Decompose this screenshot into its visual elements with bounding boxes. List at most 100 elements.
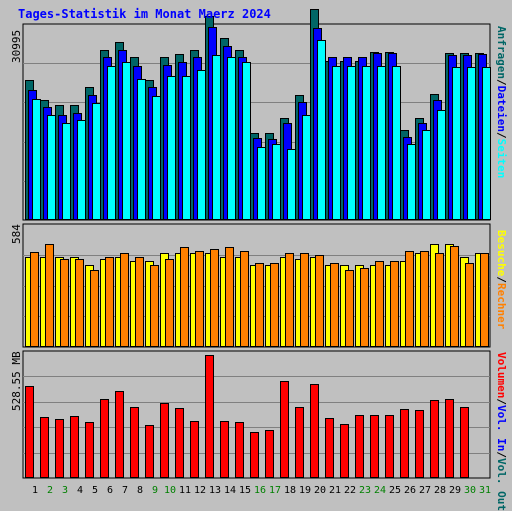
x-tick-label: 18 (284, 485, 296, 496)
top-bar-seiten-day-14 (227, 57, 236, 220)
legend-vol-out: Vol. Out (495, 457, 508, 511)
middle-bar-rechner-day-18 (285, 253, 294, 347)
middle-bar-rechner-day-23 (360, 268, 369, 347)
middle-bar-rechner-day-15 (240, 251, 249, 347)
x-tick-label: 4 (77, 485, 83, 496)
bottom-bar-volumen-day-14 (220, 421, 229, 478)
x-tick-label: 30 (464, 485, 476, 496)
top-bar-seiten-day-11 (182, 76, 191, 220)
legend-separator: / (495, 451, 508, 458)
top-bar-seiten-day-28 (437, 110, 446, 220)
middle-bar-rechner-day-14 (225, 247, 234, 347)
middle-bar-rechner-day-1 (30, 252, 39, 347)
top-bar-seiten-day-3 (62, 123, 71, 220)
middle-bar-rechner-day-31 (480, 253, 489, 347)
middle-bar-rechner-day-6 (105, 257, 114, 347)
top-bar-seiten-day-18 (287, 149, 296, 220)
x-tick-label: 17 (269, 485, 281, 496)
bottom-bar-volumen-day-11 (175, 408, 184, 478)
bottom-bar-volumen-day-6 (100, 399, 109, 478)
middle-bar-rechner-day-13 (210, 249, 219, 347)
x-tick-label: 11 (179, 485, 191, 496)
top-bar-seiten-day-15 (242, 62, 251, 220)
top-bar-seiten-day-6 (107, 66, 116, 220)
x-tick-label: 24 (374, 485, 386, 496)
top-bar-seiten-day-5 (92, 103, 101, 220)
x-tick-label: 7 (122, 485, 128, 496)
bottom-bar-volumen-day-16 (250, 432, 259, 478)
top-bar-seiten-day-1 (32, 99, 41, 220)
bottom-bar-volumen-day-27 (415, 410, 424, 478)
bottom-bar-volumen-day-2 (40, 417, 49, 478)
x-tick-label: 20 (314, 485, 326, 496)
bottom-bar-volumen-day-24 (370, 415, 379, 478)
bottom-bar-volumen-day-28 (430, 400, 439, 478)
bottom-bar-volumen-day-29 (445, 399, 454, 478)
bottom-bar-volumen-day-20 (310, 384, 319, 478)
bottom-legend: Volumen/Vol. In/Vol. Out (495, 352, 508, 511)
x-tick-label: 14 (224, 485, 236, 496)
middle-bar-rechner-day-12 (195, 251, 204, 347)
x-tick-label: 21 (329, 485, 341, 496)
legend-separator: / (495, 276, 508, 283)
top-bar-seiten-day-12 (197, 70, 206, 220)
legend-besuche: Besuche (495, 230, 508, 277)
bottom-bar-volumen-day-10 (160, 403, 169, 478)
middle-bar-rechner-day-27 (420, 251, 429, 347)
x-tick-label: 16 (254, 485, 266, 496)
x-tick-label: 26 (404, 485, 416, 496)
bottom-bar-volumen-day-1 (25, 386, 34, 478)
bottom-bar-volumen-day-18 (280, 381, 289, 478)
chart-title: Tages-Statistik im Monat Maerz 2024 (18, 7, 271, 21)
middle-bar-rechner-day-3 (60, 259, 69, 347)
middle-bar-rechner-day-2 (45, 244, 54, 347)
x-tick-label: 28 (434, 485, 446, 496)
top-bar-seiten-day-13 (212, 55, 221, 220)
middle-bar-rechner-day-26 (405, 251, 414, 347)
top-legend: Anfragen/Dateien/Seiten (495, 26, 508, 178)
middle-bar-rechner-day-21 (330, 263, 339, 347)
x-tick-label: 23 (359, 485, 371, 496)
x-tick-label: 3 (62, 485, 68, 496)
bottom-bar-volumen-day-5 (85, 422, 94, 478)
top-bar-seiten-day-17 (272, 144, 281, 220)
bottom-bar-volumen-day-4 (70, 416, 79, 478)
chart-canvas: 1 2 3 4 5 6 7 8 9 10 11 12 13 14 15 16 17 18 19 20 21 22 23 24 2… (22, 9, 491, 496)
top-bar-seiten-day-9 (152, 96, 161, 220)
top-bar-seiten-day-4 (77, 120, 86, 220)
middle-bar-rechner-day-16 (255, 263, 264, 347)
x-tick-label: 2 (47, 485, 53, 496)
x-tick-label: 29 (449, 485, 461, 496)
top-bar-seiten-day-2 (47, 115, 56, 220)
top-bar-seiten-day-27 (422, 130, 431, 220)
bottom-ymax-label: 528.55 MB (10, 351, 23, 411)
bottom-bar-volumen-day-30 (460, 407, 469, 478)
middle-bar-rechner-day-10 (165, 259, 174, 347)
bottom-bar-volumen-day-13 (205, 355, 214, 478)
middle-ymax-label: 584 (10, 224, 23, 244)
top-bar-seiten-day-19 (302, 115, 311, 220)
middle-bar-rechner-day-22 (345, 270, 354, 347)
x-tick-label: 10 (164, 485, 176, 496)
top-bar-seiten-day-26 (407, 144, 416, 220)
bottom-bar-volumen-day-22 (340, 424, 349, 478)
x-tick-label: 19 (299, 485, 311, 496)
top-bar-seiten-day-25 (392, 66, 401, 220)
x-tick-label: 25 (389, 485, 401, 496)
bottom-bar-volumen-day-26 (400, 409, 409, 478)
legend-dateien: Dateien (495, 85, 508, 132)
top-bar-seiten-day-7 (122, 62, 131, 220)
middle-bar-rechner-day-4 (75, 259, 84, 347)
bottom-bar-volumen-day-8 (130, 407, 139, 478)
middle-bar-rechner-day-29 (450, 246, 459, 347)
x-tick-label: 5 (92, 485, 98, 496)
x-tick-label: 1 (32, 485, 38, 496)
x-tick-label: 12 (194, 485, 206, 496)
middle-bar-rechner-day-5 (90, 270, 99, 347)
middle-bar-rechner-day-7 (120, 253, 129, 347)
legend-volumen: Volumen (495, 352, 508, 399)
top-ymax-label: 30995 (10, 29, 23, 63)
bottom-bar-volumen-day-21 (325, 418, 334, 478)
middle-bar-rechner-day-20 (315, 255, 324, 347)
middle-bar-rechner-day-9 (150, 265, 159, 347)
